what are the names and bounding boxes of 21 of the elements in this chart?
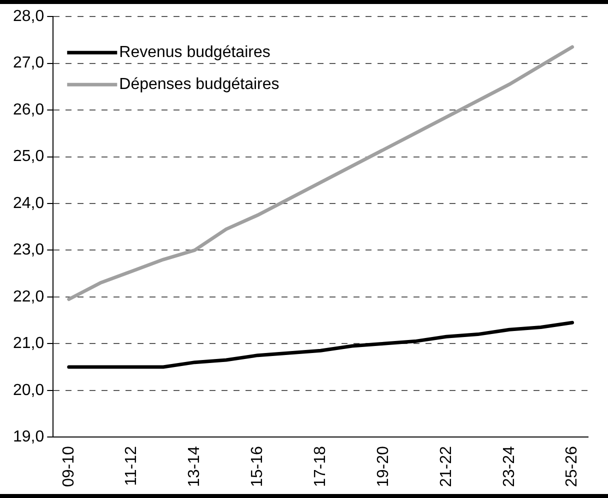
x-tick-label: 13-14 xyxy=(186,446,204,487)
y-tick-label: 26,0 xyxy=(13,101,44,118)
y-tick-label: 22,0 xyxy=(13,288,44,306)
y-tick-label: 21,0 xyxy=(13,335,44,352)
y-tick-label: 24,0 xyxy=(13,194,44,212)
legend-label: Revenus budgétaires xyxy=(119,44,270,62)
legend-label: Dépenses budgétaires xyxy=(119,76,280,94)
x-tick-label: 23-24 xyxy=(500,446,518,487)
y-tick-label: 27,0 xyxy=(13,54,44,72)
y-tick-label: 19,0 xyxy=(13,428,44,446)
x-tick-label: 19-20 xyxy=(374,446,392,487)
x-tick-label: 17-18 xyxy=(312,446,329,487)
x-tick-label: 21-22 xyxy=(438,446,455,487)
x-tick-label: 09-10 xyxy=(60,446,78,487)
y-tick-label: 25,0 xyxy=(13,148,44,166)
x-tick-label: 25-26 xyxy=(564,446,581,487)
y-tick-label: 28,0 xyxy=(13,8,44,26)
y-tick-label: 20,0 xyxy=(13,382,44,399)
x-tick-label: 15-16 xyxy=(249,446,266,487)
x-tick-label: 11-12 xyxy=(123,446,140,486)
y-tick-label: 23,0 xyxy=(13,242,44,259)
